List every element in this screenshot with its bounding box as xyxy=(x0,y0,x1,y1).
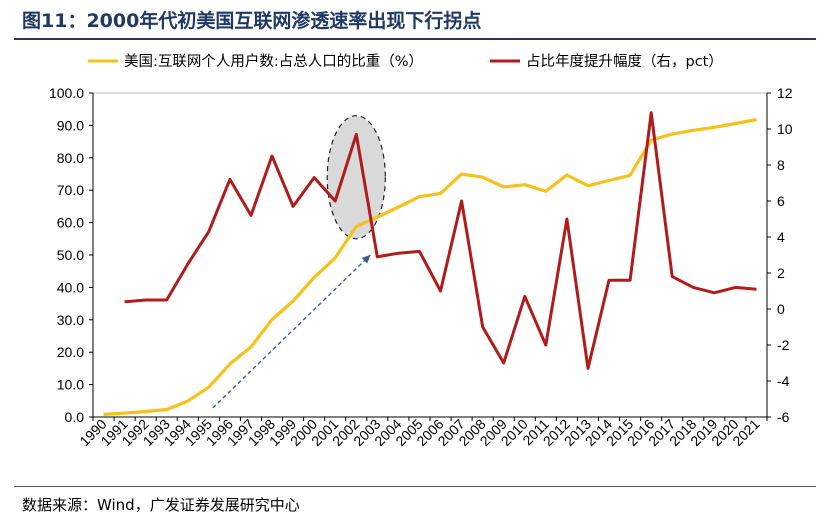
annotations xyxy=(212,115,386,409)
left-tick-label: 30.0 xyxy=(57,312,84,328)
left-tick-label: 50.0 xyxy=(57,247,84,263)
source-note: 数据来源：Wind，广发证券发展研究中心 xyxy=(22,496,300,514)
highlight-ellipse xyxy=(326,115,386,240)
right-tick-label: 12 xyxy=(777,85,793,101)
right-tick-label: 0 xyxy=(777,301,785,317)
legend-label-penetration: 美国:互联网个人用户数:占总人口的比重（%） xyxy=(124,53,423,70)
legend-label-change: 占比年度提升幅度（右，pct） xyxy=(526,53,723,70)
legend: 美国:互联网个人用户数:占总人口的比重（%） 占比年度提升幅度（右，pct） xyxy=(88,53,723,70)
right-tick-label: 8 xyxy=(777,157,785,173)
title-divider xyxy=(14,38,816,40)
left-tick-label: 60.0 xyxy=(57,215,84,231)
change-series-line xyxy=(124,111,757,370)
right-tick-label: -4 xyxy=(777,373,790,389)
left-tick-label: 90.0 xyxy=(57,117,84,133)
left-tick-label: 70.0 xyxy=(57,182,84,198)
series-lines xyxy=(103,111,757,416)
left-tick-label: 20.0 xyxy=(57,344,84,360)
left-tick-label: 10.0 xyxy=(57,377,84,393)
right-tick-label: 2 xyxy=(777,265,785,281)
right-tick-label: 6 xyxy=(777,193,785,209)
left-tick-label: 100.0 xyxy=(49,85,84,101)
left-tick-label: 40.0 xyxy=(57,279,84,295)
trend-arrow-line xyxy=(212,254,371,409)
axes: 0.0 10.0 20.0 30.0 40.0 50.0 60.0 70.0 80.0 90.0 1… xyxy=(49,85,793,449)
right-tick-label: -2 xyxy=(777,337,790,353)
trend-arrow-head xyxy=(361,255,371,264)
right-tick-label: -6 xyxy=(777,409,790,425)
chart-svg: 0.0 10.0 20.0 30.0 40.0 50.0 60.0 70.0 80.0 90.0 1… xyxy=(49,53,793,449)
right-tick-label: 10 xyxy=(777,121,793,137)
right-tick-label: 4 xyxy=(777,229,785,245)
left-tick-label: 0.0 xyxy=(65,409,85,425)
chart-title: 图11：2000年代初美国互联网渗透速率出现下行拐点 xyxy=(22,10,482,32)
left-tick-label: 80.0 xyxy=(57,150,84,166)
footer-divider xyxy=(14,486,816,487)
